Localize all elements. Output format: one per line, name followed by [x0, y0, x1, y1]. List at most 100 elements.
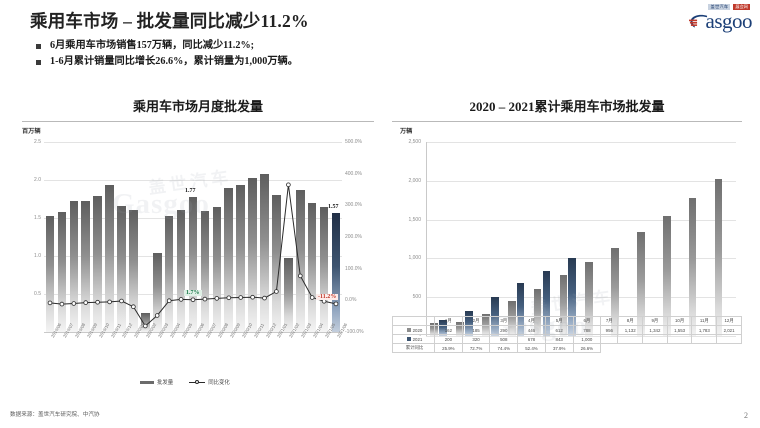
legend-item-line: 同比变化: [189, 378, 230, 386]
legend-line-label: 同比变化: [208, 380, 230, 386]
table-cell: [666, 334, 693, 344]
gridline: [426, 180, 736, 182]
table-cell: 508: [489, 334, 519, 344]
y-axis-tick: 2,500: [408, 139, 421, 145]
chart-panel-monthly: 乘用车市场月度批发量 百万辆 2.5 2.0 1.5 1.0 0.5 500.0% 400.…: [22, 96, 374, 396]
bar-monthly: [188, 197, 198, 332]
table-cell: 446: [517, 325, 546, 335]
gridline: [426, 297, 736, 299]
y-axis-tick: 1,500: [408, 216, 421, 223]
line-value-label: 1.7%: [184, 289, 202, 296]
bar-monthly: [176, 209, 186, 332]
bar-2020: [533, 288, 542, 336]
bar-2020: [585, 261, 594, 336]
chart-legend-monthly: 批发量 同比变化: [140, 378, 230, 386]
logo-tagline-left: 盖世汽车: [708, 4, 731, 11]
bar-monthly: [307, 202, 317, 332]
bullet-text: 1-6月累计销量同比增长26.6%，累计销量为1,000万辆。: [50, 55, 298, 67]
bar-monthly: [260, 173, 269, 332]
table-cell: 25.9%: [434, 343, 463, 353]
y-axis-unit-left: 百万辆: [22, 128, 41, 135]
bar-monthly: [248, 178, 257, 332]
table-column-header: 8月: [617, 316, 644, 326]
bar-2020: [688, 197, 697, 336]
y-axis-tick: 2.5: [34, 139, 41, 145]
page-number: 2: [744, 411, 748, 420]
gridline: [426, 258, 736, 260]
table-cell: [667, 344, 692, 353]
bar-monthly: [295, 189, 305, 332]
table-cell: [601, 344, 618, 353]
table-cell: [643, 344, 668, 353]
table-cell: 843: [544, 334, 574, 344]
y-axis-tick: 2.0: [34, 177, 41, 183]
table-cell: 678: [517, 334, 546, 344]
plot-area-cumulative: 2,500 2,000 1,500 1,000 500-: [392, 136, 742, 342]
y-axis-unit-right: 万辆: [400, 128, 413, 135]
y2-axis-tick: -100.0%: [345, 329, 364, 335]
table-cell: 74.4%: [489, 343, 519, 353]
bar-2021: [516, 283, 525, 336]
bullet-square-icon: [36, 44, 41, 49]
bar-monthly: [272, 195, 281, 332]
gridline: [44, 142, 342, 143]
y-axis-line: [426, 142, 427, 336]
table-cell: 162: [434, 325, 463, 335]
y2-axis-tick: 100.0%: [345, 265, 362, 272]
bar-monthly: [319, 207, 329, 332]
y-axis-tick: 500: [412, 294, 421, 301]
table-cell: 52.4%: [517, 343, 546, 353]
y2-axis-tick: 300.0%: [345, 202, 362, 209]
bar-monthly: [45, 215, 55, 332]
table-row-label: 2021: [392, 334, 435, 344]
table-column-header: 6月: [572, 316, 602, 326]
bar-2020: [559, 274, 568, 336]
y-axis-tick: 1,000: [408, 255, 421, 262]
table-cell: 290: [489, 325, 519, 335]
table-row: 累计同比 25.9% 72.7% 74.4% 52.4% 37.9% 26.6%: [392, 343, 742, 353]
series-swatch-2020: [406, 328, 411, 332]
table-row-label: 累计同比: [392, 343, 435, 353]
y-axis-tick: 0.5: [34, 291, 41, 297]
legend-marker-icon: [195, 380, 200, 384]
series-swatch-2021: [406, 337, 411, 341]
bar-monthly: [57, 211, 67, 332]
table-column-header: 12月: [716, 316, 742, 326]
logo-tagline-right: 展会网: [733, 4, 750, 11]
logo-main: asgoo: [644, 11, 752, 32]
bar-monthly: [152, 252, 162, 332]
gridline: [426, 219, 736, 221]
table-cell: 1,783: [691, 325, 718, 335]
table-cell: 612: [544, 325, 574, 335]
table-cell: [617, 334, 644, 344]
table-cell: [600, 334, 619, 344]
table-cell: 200: [434, 334, 463, 344]
table-column-header: 4月: [517, 316, 546, 326]
table-row-label: 2020: [392, 325, 435, 335]
table-cell: [717, 344, 742, 353]
gridline: [44, 180, 342, 181]
chart-panel-cumulative: 2020 – 2021累计乘用车市场批发量 万辆 2,500 2,000 1,500…: [392, 96, 742, 396]
table-column-header: 9月: [642, 316, 668, 326]
bar-2020: [714, 179, 723, 336]
bullet-item: 1-6月累计销量同比增长26.6%，累计销量为1,000万辆。: [36, 56, 298, 69]
table-cell: 72.7%: [461, 343, 491, 353]
bar-value-label: 1.77: [185, 188, 196, 195]
bullet-list: 6月乘用车市场销售157万辆，同比减少11.2%; 1-6月累计销量同比增长26…: [36, 40, 298, 72]
y-axis-tick: 2,000: [408, 177, 421, 184]
table-column-header: 5月: [544, 316, 574, 326]
bar-2021: [542, 270, 551, 336]
bar-monthly: [129, 209, 138, 332]
bar-monthly: [224, 188, 234, 332]
table-cell: [618, 344, 643, 353]
table-column-header: 1月: [434, 316, 463, 326]
bar-2020: [662, 215, 671, 336]
table-cell: [716, 334, 742, 344]
bar-monthly: [117, 205, 126, 332]
y2-axis-tick: 0.0%: [345, 297, 357, 304]
legend-bar-label: 批发量: [157, 380, 174, 386]
y2-axis-tick: 200.0%: [345, 234, 362, 240]
line-value-label: -11.2%: [316, 293, 339, 300]
bullet-item: 6月乘用车市场销售157万辆，同比减少11.2%;: [36, 40, 298, 53]
